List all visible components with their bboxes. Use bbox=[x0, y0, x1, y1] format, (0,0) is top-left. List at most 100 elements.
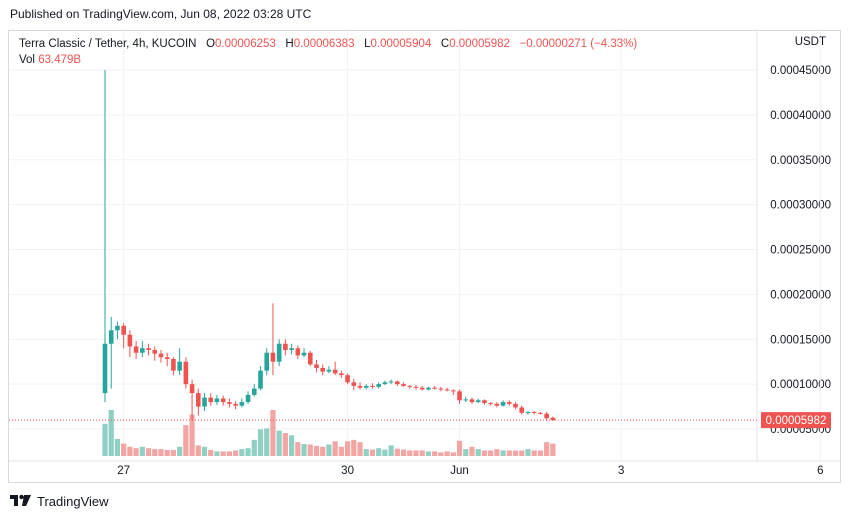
low-label: L bbox=[364, 38, 371, 50]
volume-bar bbox=[500, 450, 506, 456]
volume-bar bbox=[506, 450, 512, 456]
volume-bar bbox=[245, 448, 251, 456]
chart-frame[interactable]: 0.00045000 0.00040000 0.00035000 0.00030000… bbox=[8, 30, 841, 483]
y-tick-label: 0.00015000 bbox=[770, 334, 831, 346]
volume-bar bbox=[102, 423, 108, 456]
volume-bar bbox=[264, 428, 270, 456]
volume-label: Vol bbox=[19, 54, 35, 66]
volume-bar bbox=[214, 451, 220, 456]
volume-bar bbox=[189, 414, 195, 456]
candle-body bbox=[314, 364, 319, 368]
published-caption: Published on TradingView.com, Jun 08, 20… bbox=[10, 7, 312, 21]
footer: TradingView bbox=[10, 492, 109, 510]
candlestick-chart[interactable]: 0.00045000 0.00040000 0.00035000 0.00030000… bbox=[9, 31, 841, 483]
candle-body bbox=[382, 382, 388, 385]
close-label: C bbox=[440, 38, 450, 50]
volume-bar bbox=[158, 449, 164, 456]
volume-bar bbox=[251, 439, 257, 456]
volume-bar bbox=[382, 449, 388, 456]
volume-bar bbox=[444, 451, 450, 456]
x-tick-label: 27 bbox=[117, 465, 130, 477]
candle-body bbox=[127, 334, 133, 347]
volume-bar bbox=[183, 425, 189, 456]
volume-bar bbox=[394, 448, 400, 456]
volume-bar bbox=[369, 449, 376, 456]
volume-bar bbox=[544, 442, 550, 456]
volume-bar bbox=[313, 445, 320, 456]
volume-bar bbox=[332, 441, 338, 456]
volume-bar bbox=[127, 446, 133, 456]
tradingview-logo-icon bbox=[10, 493, 32, 510]
candle-body bbox=[488, 402, 493, 404]
y-tick-label: 0.00010000 bbox=[770, 379, 831, 391]
candle-body bbox=[214, 398, 220, 403]
symbol-title: Terra Classic / Tether, 4h, KUCOIN bbox=[19, 38, 197, 50]
candle-body bbox=[339, 373, 344, 376]
volume-bar bbox=[177, 446, 183, 456]
low-value: 0.00005904 bbox=[370, 38, 432, 50]
x-tick-label: 30 bbox=[341, 465, 354, 477]
candle-body bbox=[227, 402, 232, 404]
volume-bar bbox=[320, 446, 326, 456]
volume-bar bbox=[301, 444, 307, 456]
candle-body bbox=[251, 388, 257, 395]
volume-bar bbox=[469, 446, 475, 456]
candle-body bbox=[245, 394, 251, 403]
volume-bar bbox=[220, 451, 226, 456]
volume-bar bbox=[351, 439, 357, 456]
volume-bar bbox=[208, 450, 214, 456]
volume-bar bbox=[145, 448, 152, 456]
candle-body bbox=[345, 375, 350, 383]
volume-bar bbox=[388, 445, 394, 456]
candle-body bbox=[407, 385, 413, 387]
candle-body bbox=[177, 361, 182, 371]
y-tick-label: 0.00030000 bbox=[770, 200, 831, 212]
y-tick-label: 0.00040000 bbox=[770, 110, 831, 122]
candle-body bbox=[451, 390, 456, 392]
candle-body bbox=[432, 387, 437, 389]
candle-body bbox=[295, 348, 301, 356]
candle-body bbox=[164, 357, 170, 359]
volume-bar bbox=[407, 450, 413, 456]
candle-body bbox=[475, 400, 481, 403]
candle-body bbox=[146, 348, 151, 351]
candle-body bbox=[395, 381, 400, 385]
open-label: O bbox=[206, 38, 216, 50]
volume-bar bbox=[295, 442, 301, 456]
volume-bar bbox=[133, 448, 139, 456]
candle-body bbox=[376, 384, 381, 387]
candle-body bbox=[525, 411, 531, 413]
candle-body bbox=[133, 346, 139, 353]
candle-body bbox=[519, 407, 525, 413]
volume-bar bbox=[164, 450, 170, 456]
volume-bar bbox=[357, 442, 363, 456]
candle-body bbox=[276, 343, 282, 362]
volume-bar bbox=[531, 450, 537, 456]
candle-body bbox=[140, 348, 145, 353]
volume-row: Vol 63.479B bbox=[19, 52, 637, 68]
candle-body bbox=[544, 413, 549, 419]
candle-body bbox=[463, 399, 469, 401]
volume-bar bbox=[537, 450, 543, 456]
candle-body bbox=[550, 417, 556, 421]
candle-body bbox=[370, 385, 375, 387]
volume-bar bbox=[108, 410, 114, 456]
footer-brand: TradingView bbox=[37, 493, 109, 509]
candle-body bbox=[196, 393, 201, 407]
volume-bar bbox=[488, 450, 494, 456]
candle-body bbox=[413, 386, 419, 388]
candle-body bbox=[320, 367, 325, 372]
y-tick-label: 0.00045000 bbox=[770, 65, 831, 77]
volume-bar bbox=[276, 430, 282, 456]
candle-body bbox=[264, 352, 270, 371]
candle-body bbox=[332, 369, 338, 374]
candle-body bbox=[283, 343, 288, 351]
candle-body bbox=[401, 384, 406, 386]
volume-bar bbox=[475, 449, 481, 456]
candle-body bbox=[507, 402, 512, 404]
volume-bar bbox=[226, 451, 232, 456]
candle-body bbox=[531, 411, 537, 413]
candle-body bbox=[171, 358, 176, 371]
volume-bar bbox=[419, 450, 425, 456]
volume-bar bbox=[456, 440, 463, 456]
